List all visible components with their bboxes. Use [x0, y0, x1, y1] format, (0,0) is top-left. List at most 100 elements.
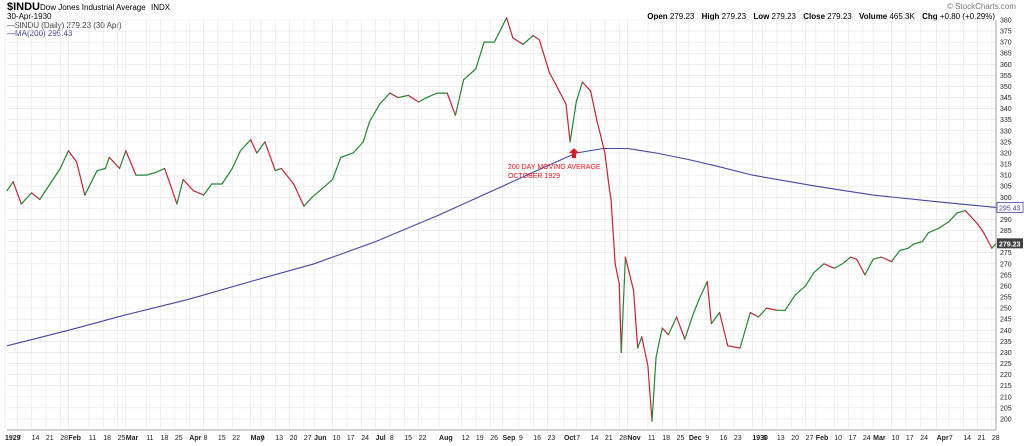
ma-last-box — [996, 202, 1024, 213]
price-segment — [192, 190, 205, 196]
x-tick-label: 18 — [662, 435, 670, 442]
y-tick-label: 350 — [1000, 84, 1012, 91]
watermark: © StockCharts.com — [946, 2, 1016, 11]
x-tick-label: Apr — [189, 435, 201, 442]
y-tick-label: 245 — [1000, 317, 1012, 324]
price-segment — [856, 258, 866, 276]
price-segment — [352, 141, 364, 154]
price-segment — [538, 39, 551, 74]
price-segment — [890, 249, 901, 263]
ohlc-value-low: 279.23 — [771, 12, 799, 21]
x-tick-label: 10 — [333, 435, 341, 442]
y-tick-label: 260 — [1000, 283, 1012, 290]
ohlc-value-open: 279.23 — [669, 12, 697, 21]
x-tick-label: 8 — [204, 435, 208, 442]
x-tick-label: 11 — [648, 435, 655, 442]
price-segment — [512, 37, 524, 45]
y-tick-label: 305 — [1000, 184, 1012, 191]
x-tick-label: Feb — [816, 435, 828, 442]
x-tick-label: 18 — [161, 435, 169, 442]
y-tick-label: 325 — [1000, 139, 1012, 146]
annotation-line: 200 DAY MOVING AVERAGE — [508, 164, 601, 171]
x-tick-label: 8 — [390, 435, 394, 442]
x-tick-label: 26 — [490, 435, 498, 442]
x-tick-label: 16 — [720, 435, 728, 442]
price-segment — [293, 183, 305, 207]
x-tick-label: 24 — [863, 435, 871, 442]
price-segment — [145, 172, 156, 176]
price-segment — [555, 83, 567, 105]
price-segment — [675, 316, 686, 340]
price-segment — [182, 178, 194, 192]
price-segment — [239, 139, 252, 152]
x-tick-label: 17 — [347, 435, 355, 442]
x-tick-label: Sep — [503, 435, 516, 442]
y-tick-label: 240 — [1000, 328, 1012, 335]
price-segment — [655, 327, 663, 358]
x-tick-label: 15 — [404, 435, 412, 442]
price-segment — [311, 187, 323, 198]
x-tick-label: Dec — [689, 435, 702, 442]
price-segment — [59, 150, 70, 170]
price-segment — [596, 119, 606, 154]
x-tick-label: 17 — [849, 435, 857, 442]
price-segment — [710, 311, 721, 325]
price-last-value: 279.23 — [999, 241, 1021, 248]
price-segment — [250, 139, 258, 154]
x-tick-label: 24 — [920, 435, 928, 442]
y-tick-label: 310 — [1000, 173, 1012, 180]
price-segment — [565, 103, 571, 143]
price-segment — [532, 34, 540, 41]
price-segment — [618, 283, 622, 354]
x-tick-label: Apr — [937, 435, 949, 442]
x-tick-label: Nov — [627, 435, 640, 442]
dash-icon: — — [7, 29, 15, 38]
price-segment — [49, 167, 61, 185]
x-tick-label: Mar — [873, 435, 886, 442]
price-segment — [823, 263, 835, 269]
y-tick-label: 255 — [1000, 295, 1012, 302]
ohlc-value-high: 279.23 — [721, 12, 749, 21]
price-segment — [379, 92, 391, 105]
ohlc-label-high: High — [701, 12, 722, 21]
y-tick-label: 355 — [1000, 73, 1012, 80]
ohlc-label-close: Close — [803, 12, 828, 21]
x-tick-label: 18 — [103, 435, 111, 442]
y-tick-label: 345 — [1000, 95, 1012, 102]
price-segment — [647, 365, 653, 422]
x-tick-label: 20 — [791, 435, 799, 442]
price-segment — [407, 94, 420, 103]
price-segment — [125, 150, 137, 176]
price-segment — [604, 152, 610, 187]
price-segment — [624, 256, 635, 291]
x-tick-label: 15 — [218, 435, 226, 442]
x-tick-label: 14 — [963, 435, 971, 442]
price-segment — [641, 336, 649, 367]
arrow-up-icon — [569, 148, 579, 158]
price-segment — [67, 150, 78, 163]
price-segment — [983, 232, 993, 249]
price-segment — [794, 285, 807, 296]
price-segment — [108, 156, 121, 170]
price-segment — [610, 198, 616, 265]
price-segment — [389, 92, 399, 99]
x-tick-label: 23 — [548, 435, 556, 442]
price-segment — [493, 17, 508, 43]
price-segment — [446, 92, 457, 116]
x-tick-label: 1930 — [752, 435, 768, 442]
price-segment — [256, 141, 266, 154]
y-tick-label: 230 — [1000, 350, 1012, 357]
ohlc-label-low: Low — [753, 12, 772, 21]
price-segment — [84, 170, 98, 196]
index-name: Dow Jones Industrial Average — [40, 3, 146, 12]
x-tick-label: 21 — [978, 435, 986, 442]
x-tick-label: 10 — [892, 435, 900, 442]
price-segment — [620, 256, 626, 354]
y-tick-label: 225 — [1000, 361, 1012, 368]
price-segment — [506, 17, 514, 39]
price-segment — [813, 263, 825, 274]
price-segment — [907, 243, 915, 249]
y-tick-label: 375 — [1000, 29, 1012, 36]
price-segment — [968, 214, 979, 225]
